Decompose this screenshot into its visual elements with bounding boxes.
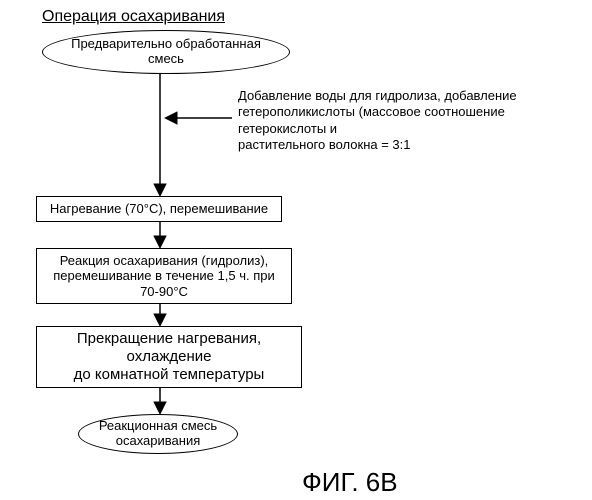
node-line: Прекращение нагревания, [77,330,261,348]
node-line: осахаривания [116,434,201,449]
annotation-line: Добавление воды для гидролиза, добавлени… [238,88,578,104]
node-line: смесь [148,52,184,67]
figure-label: ФИГ. 6В [302,467,398,498]
annotation-line: растительного волокна = 3:1 [238,137,578,153]
node-line: Нагревание (70°C), перемешивание [50,201,268,217]
node-line: охлаждение [127,348,212,366]
process-reaction: Реакция осахаривания (гидролиз),перемеши… [36,248,292,304]
process-cooling: Прекращение нагревания,охлаждениедо комн… [36,326,302,388]
side-annotation: Добавление воды для гидролиза, добавлени… [238,88,578,153]
annotation-line: гетерополикислоты (массовое соотношение … [238,104,578,137]
node-line: до комнатной температуры [74,366,265,384]
diagram-title: Операция осахаривания [42,8,225,26]
end-terminator: Реакционная смесьосахаривания [78,414,238,454]
start-terminator: Предварительно обработаннаясмесь [42,30,290,74]
node-line: 70-90°C [140,284,188,300]
node-line: Реакция осахаривания (гидролиз), [60,253,269,269]
node-line: Реакционная смесь [99,419,217,434]
process-heating: Нагревание (70°C), перемешивание [36,196,282,222]
node-line: перемешивание в течение 1,5 ч. при [53,268,274,284]
node-line: Предварительно обработанная [71,37,261,52]
